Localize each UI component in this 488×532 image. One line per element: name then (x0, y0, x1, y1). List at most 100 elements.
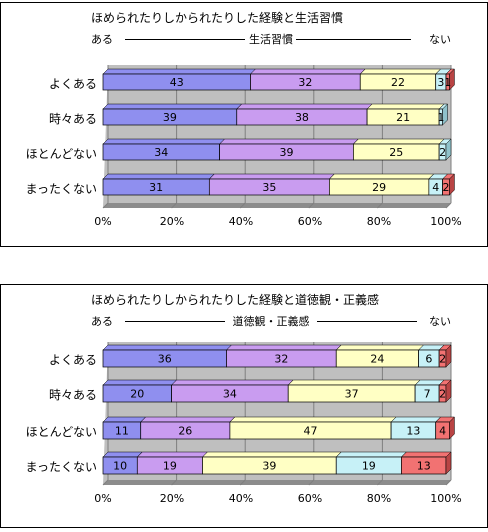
data-label: 19 (163, 460, 177, 473)
direction-axis: ある 道徳観・正義感 ない (91, 313, 451, 329)
x-tick-label: 0% (94, 215, 112, 228)
x-tick-label: 100% (430, 492, 462, 505)
data-label: 47 (304, 425, 318, 438)
gridline-floor (171, 479, 177, 486)
data-label: 7 (424, 388, 431, 401)
plot-floor (103, 203, 451, 208)
bar-segment (438, 344, 452, 368)
chart-title: ほめられたりしかられたりした経験と生活習慣 (91, 11, 344, 25)
data-label: 22 (391, 76, 405, 89)
bar-segment (438, 138, 452, 161)
data-label: 3 (437, 76, 444, 89)
x-tick-label: 20% (159, 215, 185, 228)
gridline-floor (171, 202, 177, 209)
data-label: 11 (115, 425, 129, 438)
bar-segment (438, 103, 449, 126)
data-label: 1 (437, 111, 444, 124)
stacked-bar-chart-morality: 36 32 24 6 220 34 37 7 211 26 47 13 410 19 39 19 13 (102, 342, 456, 486)
data-label: 13 (406, 425, 420, 438)
direction-axis: ある 生活習慣 ない (91, 31, 451, 47)
data-label: 20 (130, 388, 144, 401)
data-label: 37 (345, 388, 359, 401)
bar-segment (335, 344, 425, 368)
x-tick-label: 20% (159, 492, 185, 505)
category-label: ほとんどない (25, 147, 97, 161)
bar-segment (441, 173, 456, 196)
data-label: 36 (158, 353, 172, 366)
axis-mid-label: 生活習慣 (246, 33, 296, 46)
x-tick-label: 80% (366, 492, 392, 505)
data-label: 34 (154, 146, 168, 159)
data-label: 1 (444, 76, 451, 89)
chart-panel-lifestyle: ほめられたりしかられたりした経験と生活習慣 ある 生活習慣 ない よくある 時々… (0, 2, 488, 247)
data-label: 39 (280, 146, 294, 159)
bar-segment (335, 451, 408, 475)
gridline-floor (102, 202, 109, 209)
data-label: 32 (298, 76, 312, 89)
bar-segment (435, 416, 456, 440)
gridline-floor (239, 202, 246, 209)
bar-segment (208, 173, 335, 196)
x-tick-label: 100% (430, 215, 462, 228)
category-label: 時々ある (48, 112, 97, 126)
data-label: 29 (372, 181, 386, 194)
category-label: よくある (48, 353, 97, 367)
bar-segment (438, 379, 452, 403)
data-label: 21 (396, 111, 410, 124)
category-label: まったくない (25, 460, 97, 474)
data-label: 24 (370, 353, 384, 366)
gridline-floor (308, 202, 315, 209)
data-label: 13 (417, 460, 431, 473)
axis-mid-label: 道徳観・正義感 (229, 315, 313, 328)
bar-segment (400, 451, 452, 475)
bar-segment (219, 138, 359, 161)
chart-title: ほめられたりしかられたりした経験と道徳観・正義感 (91, 293, 380, 307)
data-label: 39 (163, 111, 177, 124)
gridline-floor (445, 202, 452, 209)
data-label: 35 (262, 181, 276, 194)
arrow-left-line (125, 39, 245, 40)
x-tick-label: 40% (228, 492, 254, 505)
data-label: 10 (113, 460, 127, 473)
arrow-right-line (317, 321, 417, 322)
gridline-floor (377, 479, 383, 486)
data-label: 26 (178, 425, 192, 438)
axis-left-label: ある (91, 33, 113, 46)
chart-panel-morality: ほめられたりしかられたりした経験と道徳観・正義感 ある 道徳観・正義感 ない よ… (0, 284, 488, 528)
data-label: 2 (439, 353, 446, 366)
category-label: 時々ある (48, 388, 97, 402)
gridline-floor (239, 479, 246, 486)
plot-floor (103, 480, 451, 485)
bar-segment (445, 68, 456, 91)
data-label: 2 (443, 181, 450, 194)
data-label: 38 (295, 111, 309, 124)
bar-segment (249, 68, 366, 91)
x-tick-label: 60% (297, 492, 323, 505)
data-label: 34 (223, 388, 237, 401)
data-label: 25 (389, 146, 403, 159)
data-label: 2 (439, 388, 446, 401)
axis-right-label: ない (429, 315, 451, 328)
axis-right-label: ない (429, 33, 451, 46)
axis-left-label: ある (91, 315, 113, 328)
gridline-floor (377, 202, 383, 209)
data-label: 2 (439, 146, 446, 159)
data-label: 39 (262, 460, 276, 473)
x-tick-label: 40% (228, 215, 254, 228)
category-label: ほとんどない (25, 425, 97, 439)
data-label: 4 (439, 425, 446, 438)
arrow-right-line (291, 39, 411, 40)
bar-segment (236, 103, 373, 126)
arrow-left-line (125, 321, 225, 322)
x-tick-label: 0% (94, 492, 112, 505)
data-label: 43 (170, 76, 184, 89)
category-label: まったくない (25, 182, 97, 196)
data-label: 32 (274, 353, 288, 366)
gridline-floor (445, 479, 452, 486)
bar-segment (102, 68, 257, 91)
data-label: 4 (432, 181, 439, 194)
data-label: 6 (425, 353, 432, 366)
gridline-floor (308, 479, 315, 486)
category-label: よくある (48, 77, 97, 91)
bar-segment (225, 344, 342, 368)
